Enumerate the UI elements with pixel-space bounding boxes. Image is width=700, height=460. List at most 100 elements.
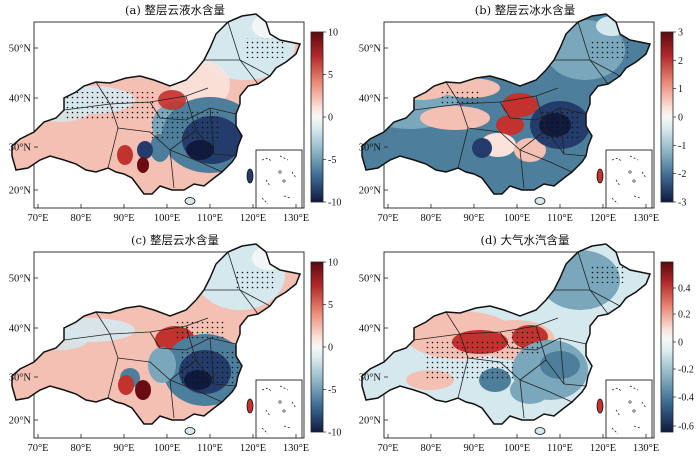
province-boundary: [204, 289, 271, 307]
colorbar-tick-label: 0.2: [678, 310, 691, 321]
lon-tick-label: 100°E: [154, 213, 180, 224]
significance-stipple: [440, 90, 480, 106]
panel-title: (a) 整层云液水含量: [125, 3, 225, 17]
province-boundary: [209, 337, 215, 385]
taiwan-island: [246, 398, 254, 414]
significance-stipple: [510, 330, 540, 355]
province-boundary: [535, 95, 587, 157]
lon-tick-label: 90°E: [113, 443, 134, 454]
south-china-sea-inset: [605, 379, 653, 439]
colorbar-tick-label: 0: [678, 113, 683, 124]
colorbar-tick-label: -2: [678, 169, 686, 180]
panel-d: (d) 大气水汽含量 70°E 80°E 90°E 100°E 110°E 120°E 130…: [359, 233, 694, 454]
lon-tick-label: 110°E: [547, 213, 573, 224]
province-boundary: [149, 331, 237, 351]
province-boundary: [169, 129, 197, 151]
province-boundary: [559, 107, 565, 155]
significance-stipple: [425, 340, 515, 380]
province-boundary: [204, 59, 271, 77]
south-china-sea-inset: [605, 149, 653, 209]
field-contour: [148, 347, 176, 383]
lon-tick-label: 120°E: [240, 443, 266, 454]
colorbar-tick-label: 5: [328, 70, 333, 81]
colorbar-tick-label: -10: [328, 428, 341, 439]
field-contour: [502, 93, 538, 117]
province-boundary: [445, 311, 525, 419]
field-contour: [150, 134, 170, 162]
lon-tick-label: 100°E: [154, 443, 180, 454]
lat-tick-label: 50°N: [9, 44, 32, 55]
field-contour: [472, 138, 492, 158]
lon-tick-label: 70°E: [27, 213, 48, 224]
lon-tick-label: 70°E: [377, 213, 398, 224]
province-boundary: [149, 101, 237, 121]
lat-tick-label: 50°N: [9, 274, 32, 285]
significance-stipple: [180, 350, 240, 385]
lon-tick-label: 120°E: [240, 213, 266, 224]
colorbar-tick-label: 10: [328, 258, 338, 269]
significance-stipple: [590, 265, 625, 283]
colorbar-tick-label: 10: [328, 28, 338, 39]
colorbar: 3 2 1 0 -1 -2 -3: [660, 28, 686, 209]
lon-tick-label: 100°E: [504, 213, 530, 224]
province-boundary: [519, 379, 573, 403]
colorbar-tick-label: 0: [328, 113, 333, 124]
field-contour: [420, 106, 490, 130]
colorbar: 0.4 0.2 0 -0.2 -0.4 -0.6: [660, 261, 694, 433]
lat-tick-label: 20°N: [359, 416, 382, 427]
colorbar-tick-label: -5: [328, 385, 336, 396]
province-boundary: [535, 325, 587, 387]
colorbar-tick-label: -0.4: [678, 393, 694, 404]
hainan-island: [534, 197, 546, 205]
lon-tick-label: 80°E: [70, 213, 91, 224]
hainan-island: [534, 427, 546, 435]
hainan-island: [184, 427, 196, 435]
province-boundary: [169, 359, 197, 381]
significance-stipple: [235, 270, 275, 290]
panel-title: (c) 整层云水含量: [131, 233, 219, 247]
lon-tick-label: 130°E: [633, 213, 659, 224]
significance-stipple: [540, 110, 580, 140]
lat-tick-label: 20°N: [9, 186, 32, 197]
province-boundary: [499, 331, 587, 351]
colorbar-tick-label: -10: [328, 198, 341, 209]
south-china-sea-inset: [255, 149, 303, 209]
panel-a: (a) 整层云液水含量 70°E 80°E 90°E 100°E 110°E 120°E 13…: [9, 3, 342, 224]
province-boundary: [185, 325, 237, 387]
field-contour: [117, 145, 133, 165]
lat-tick-label: 40°N: [9, 94, 32, 105]
lon-tick-label: 110°E: [197, 213, 223, 224]
lat-tick-label: 40°N: [359, 324, 382, 335]
lat-tick-label: 20°N: [9, 416, 32, 427]
province-boundary: [457, 357, 469, 399]
field-contour: [540, 351, 580, 379]
panel-c: (c) 整层云水含量 70°E 80°E 90°E 100°E 110°E 120°E 130…: [9, 233, 342, 454]
province-boundary: [169, 149, 223, 173]
province-boundary: [554, 289, 621, 307]
field-contour: [186, 140, 214, 160]
lon-tick-label: 70°E: [377, 443, 398, 454]
field-contour: [514, 138, 546, 162]
lat-tick-label: 20°N: [359, 186, 382, 197]
colorbar-tick-label: -0.6: [678, 422, 694, 433]
lat-tick-label: 30°N: [359, 373, 382, 384]
colorbar-tick-label: 3: [678, 28, 683, 39]
significance-stipple: [65, 92, 155, 120]
taiwan-island: [596, 398, 604, 414]
significance-stipple: [150, 110, 220, 140]
province-boundary: [95, 81, 175, 189]
lon-tick-label: 130°E: [283, 443, 309, 454]
field-contour: [496, 115, 524, 135]
field-contour: [137, 157, 149, 173]
field-contour: [158, 90, 186, 110]
lon-tick-label: 70°E: [27, 443, 48, 454]
panel-title: (d) 大气水汽含量: [481, 233, 570, 247]
south-china-sea-inset: [255, 379, 303, 439]
colorbar-tick-label: 1: [678, 84, 683, 95]
colorbar-tick-label: 2: [678, 56, 683, 67]
significance-stipple: [245, 38, 285, 58]
lon-tick-label: 100°E: [504, 443, 530, 454]
province-boundary: [209, 107, 215, 155]
province-boundary: [169, 379, 223, 403]
